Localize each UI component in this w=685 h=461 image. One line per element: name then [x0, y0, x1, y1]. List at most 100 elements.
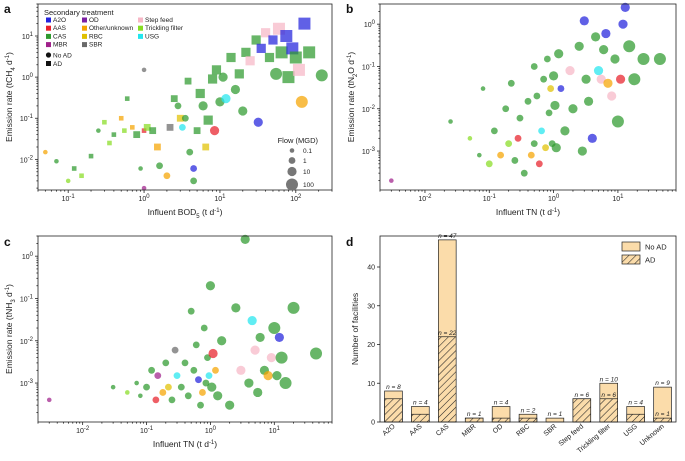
a-point-circle-28 — [178, 123, 186, 131]
b-point-circle-55 — [628, 73, 641, 86]
a-point-square-47 — [234, 69, 244, 79]
c-point-circle-40 — [250, 345, 260, 355]
a-point-circle-32 — [190, 165, 198, 172]
a-point-square-54 — [261, 28, 271, 38]
b-point-circle-56 — [637, 53, 650, 66]
b-point-circle-41 — [587, 133, 597, 143]
a-point-square-49 — [241, 47, 251, 57]
panel-d-legend: No AD AD — [621, 241, 667, 265]
d-ytick-label-2: 20 — [367, 342, 375, 349]
c-point-circle-3 — [134, 380, 139, 386]
legend-swatch-2 — [46, 33, 51, 39]
c-point-circle-15 — [177, 383, 185, 391]
legend-label-4: OD — [89, 17, 99, 24]
panel-label-b: b — [346, 2, 353, 16]
bar-total-label-4: n = 4 — [494, 400, 509, 407]
a-ytick-label-2: 100 — [22, 73, 34, 82]
c-xtick-label-1: 10-1 — [140, 426, 154, 435]
a-point-circle-29 — [181, 114, 189, 122]
b-point-circle-11 — [511, 157, 519, 164]
panel-d-bars — [384, 239, 672, 423]
panel-label-c: c — [4, 235, 11, 249]
a-point-circle-22 — [156, 162, 163, 170]
a-ytick-label-0: 10-2 — [20, 155, 34, 164]
bar-ad-8 — [599, 398, 618, 423]
a-point-square-38 — [203, 115, 213, 125]
c-point-circle-11 — [165, 383, 172, 391]
a-point-square-9 — [111, 132, 117, 137]
c-point-circle-47 — [272, 371, 282, 381]
a-point-circle-2 — [65, 178, 71, 184]
b-point-circle-51 — [615, 74, 626, 84]
a-point-square-37 — [202, 143, 210, 151]
b-point-circle-50 — [611, 115, 624, 128]
b-point-circle-57 — [653, 53, 666, 66]
b-point-circle-24 — [543, 55, 551, 63]
c-point-circle-45 — [266, 352, 276, 363]
c-point-circle-21 — [195, 376, 202, 384]
b-point-circle-0 — [389, 178, 394, 183]
b-point-circle-1 — [448, 119, 453, 124]
category-label-1: AAS — [408, 423, 423, 438]
legend-no-ad-swatch — [621, 241, 641, 252]
size-legend-label-2: 10 — [303, 169, 311, 176]
a-point-square-27 — [176, 114, 184, 122]
bar-ad-7 — [572, 398, 592, 423]
c-point-circle-0 — [46, 397, 52, 403]
b-point-circle-53 — [620, 2, 630, 12]
b-point-circle-28 — [548, 71, 559, 81]
b-point-circle-10 — [507, 79, 515, 87]
a-point-circle-43 — [218, 72, 228, 82]
panel-d-frame — [379, 235, 677, 423]
bar-ad-4 — [491, 417, 511, 423]
c-point-circle-41 — [253, 387, 263, 398]
b-point-circle-31 — [554, 49, 564, 59]
panel-d-facility-bars: n = 8 A2O n = 4 AAS n = 47 CAS n = 1 MBR n = 4 OD… — [350, 233, 677, 455]
b-point-circle-39 — [581, 74, 591, 84]
bar-no-ad-6 — [545, 417, 565, 423]
b-xtick-label-3: 101 — [612, 194, 624, 203]
b-point-circle-12 — [514, 134, 522, 142]
b-xlabel: Influent TN (t d-1) — [496, 207, 560, 217]
a-xtick-label-3: 102 — [290, 194, 302, 203]
a-point-square-3 — [71, 166, 77, 171]
b-point-circle-52 — [618, 19, 628, 29]
bar-total-label-10: n = 9 — [655, 380, 670, 387]
c-xtick-label-0: 10-2 — [76, 426, 90, 435]
a-ylabel: Emission rate (tCH4 d-1) — [4, 52, 17, 142]
category-label-2: CAS — [435, 423, 451, 438]
size-legend-circle-1 — [288, 157, 296, 164]
a-point-square-10 — [118, 115, 124, 121]
a-point-square-21 — [154, 143, 161, 151]
legend-label-7: SBR — [89, 42, 103, 49]
a-point-square-64 — [292, 63, 305, 76]
size-legend-label-0: 0.1 — [303, 148, 312, 155]
legend-swatch-1 — [46, 25, 51, 31]
b-point-circle-8 — [502, 105, 510, 113]
size-legend-circle-3 — [286, 178, 298, 191]
c-point-circle-10 — [162, 359, 170, 367]
a-point-circle-33 — [190, 177, 198, 185]
bar-total-label-1: n = 4 — [413, 400, 428, 407]
legend-no-ad-circle — [45, 52, 52, 58]
a-point-square-34 — [193, 127, 201, 135]
category-label-0: A2O — [382, 423, 398, 438]
c-point-circle-35 — [231, 303, 241, 313]
c-point-circle-49 — [275, 351, 288, 364]
c-xtick-label-2: 100 — [205, 426, 217, 435]
b-ytick-label-3: 100 — [364, 20, 376, 29]
b-point-circle-54 — [623, 40, 636, 53]
d-ytick-label-4: 40 — [367, 265, 375, 272]
b-ytick-label-1: 10-2 — [362, 105, 376, 114]
a-point-square-14 — [133, 131, 141, 139]
b-point-circle-47 — [603, 78, 613, 88]
legend-label-5: Other/unknown — [89, 25, 133, 32]
b-point-circle-18 — [530, 63, 538, 70]
legend-label-9: Trickling filter — [145, 25, 184, 32]
b-point-circle-30 — [551, 143, 561, 153]
c-point-circle-42 — [255, 332, 265, 343]
c-xtick-label-3: 101 — [269, 426, 281, 435]
bar-ad-label-2: n = 22 — [438, 330, 457, 337]
